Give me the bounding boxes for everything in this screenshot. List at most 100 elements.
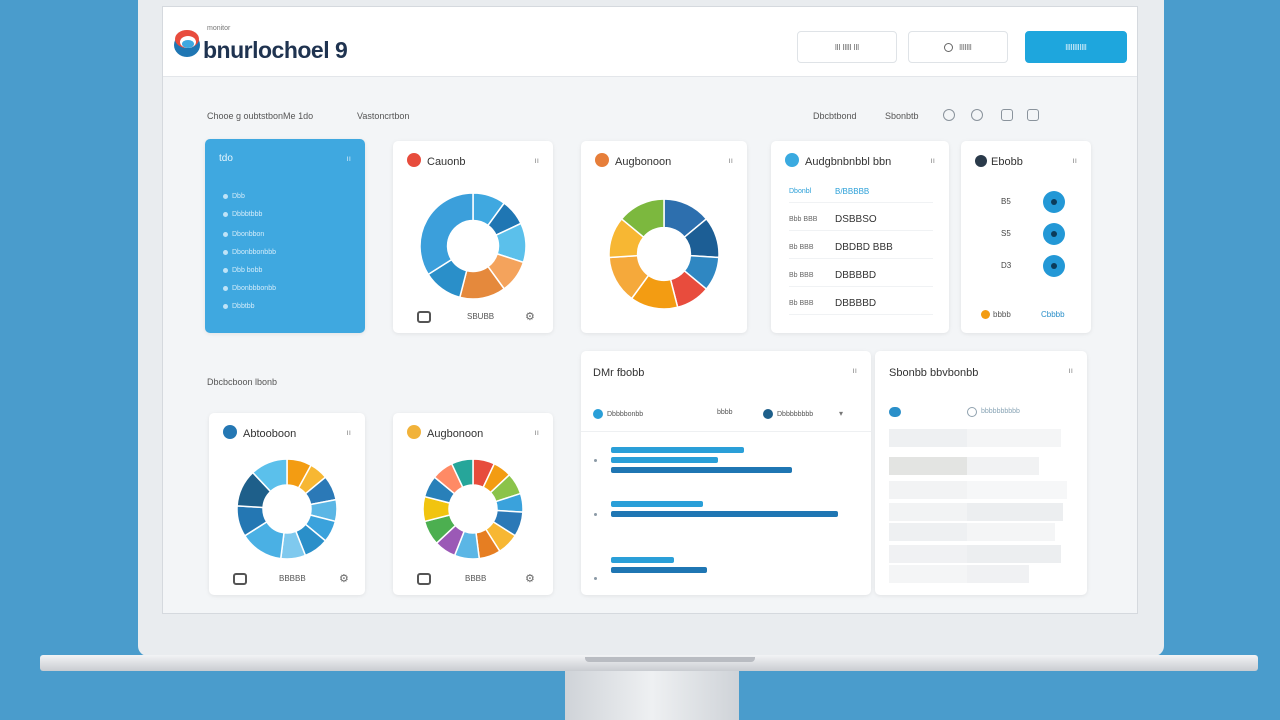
table-card[interactable]: Sbonbb bbvbonbb ıı bbbbbbbbbb [875,351,1087,595]
logo-caption: monitor [207,25,231,32]
bar-chart-divider [581,431,871,432]
legend-dropdown-icon[interactable]: ▾ [839,409,844,418]
donut-slice[interactable] [251,458,288,493]
blue-card-more-icon[interactable]: ıı [346,154,351,163]
bar[interactable] [611,447,744,453]
grid-view-icon[interactable] [1001,109,1013,121]
blue-card-title: tdo [219,153,233,164]
donut-card-1[interactable]: Cauonb ıı SBUBB ⚙ [393,141,553,333]
list-row[interactable]: Dbonbl B/BBBBB [789,181,933,203]
card-status-dot [595,153,609,167]
legend-item[interactable]: Dbbbbonbb [593,409,643,419]
list-row[interactable]: Bbb BBB DSBBSO [789,209,933,231]
bullet-icon [223,304,228,309]
legend-item[interactable]: Dbbbbbbbb [763,409,813,419]
blue-item[interactable]: Dbbtbb [223,303,255,310]
bar[interactable] [611,457,719,463]
filter-icon[interactable] [943,109,955,121]
donut-chart-4 [422,458,524,560]
number-card-more-icon[interactable]: ıı [1072,156,1077,165]
bar[interactable] [611,501,704,507]
donut-card-1-more-icon[interactable]: ıı [534,156,539,165]
table-cell [967,545,1061,563]
card-status-dot [407,153,421,167]
app-title: bnurlochoel 9 [203,37,348,63]
donut-card-2[interactable]: Augbonoon ıı [581,141,747,333]
donut-card-4[interactable]: Augbonoon ıı BBBB ⚙ [393,413,553,595]
donut-card-2-title: Augbonoon [615,156,672,168]
share-icon[interactable]: ⚙ [339,573,349,585]
list-row[interactable]: Bb BBB DBBBBD [789,265,933,287]
blue-summary-card[interactable]: tdo ıı Dbb Dbbbtbbb Dbonbbon Dbonbbonbbb… [205,139,365,333]
header-button-1-label: lll lllll lll [835,42,859,52]
number-row[interactable]: S5 [961,223,1091,247]
monitor-stand-base [40,655,1258,671]
bar[interactable] [611,557,674,563]
donut-hole [450,486,496,532]
donut-card-4-title: Augbonoon [427,428,484,440]
legend-swatch [763,409,773,419]
header-primary-button[interactable]: llllllllllll [1025,31,1127,63]
header-button-1[interactable]: lll lllll lll [797,31,897,63]
refresh-icon[interactable] [971,109,983,121]
table-header-dot-icon [967,407,977,417]
blue-item[interactable]: Dbonbbonbbb [223,249,276,256]
donut-slice[interactable] [450,458,474,489]
donut-card-4-more-icon[interactable]: ıı [534,428,539,437]
table-card-more-icon[interactable]: ıı [1068,366,1073,375]
export-icon[interactable] [417,573,431,585]
table-cell [889,457,967,475]
number-card[interactable]: Ebobb ıı B5 S5 D3 bbbb Cbbbb [961,141,1091,333]
table-toggle-icon[interactable] [889,407,901,417]
export-icon[interactable] [417,311,431,323]
number-card-footer-link[interactable]: Cbbbb [1041,310,1065,319]
app-header: monitor bnurlochoel 9 lll lllll lll llll… [163,7,1137,77]
donut-hole [264,486,310,532]
axis-tick-dot [594,459,597,462]
blue-item[interactable]: Dbb bobb [223,267,262,274]
monitor-stand-neck [565,671,739,720]
list-row[interactable]: Bb BBB DBDBD BBB [789,237,933,259]
toolbar-right-label-1[interactable]: Dbcbtbond [813,111,857,121]
toolbar-right-label-2[interactable]: Sbonbtb [885,111,919,121]
bullet-icon [223,286,228,291]
status-circle-icon [1043,191,1065,213]
table-cell [967,457,1039,475]
card-status-dot [223,425,237,439]
bar[interactable] [611,511,839,517]
donut-card-3-more-icon[interactable]: ıı [346,428,351,437]
card-status-dot [785,153,799,167]
donut-slice[interactable] [620,198,665,239]
bar[interactable] [611,467,792,473]
header-button-2[interactable]: lllllll [908,31,1008,63]
number-row[interactable]: D3 [961,255,1091,279]
donut-card-2-more-icon[interactable]: ıı [728,156,733,165]
legend-swatch [593,409,603,419]
donut-card-3[interactable]: Abtooboon ıı BBBBB ⚙ [209,413,365,595]
list-card[interactable]: Audgbnbnbbl bbn ıı Dbonbl B/BBBBB Bbb BBB… [771,141,949,333]
blue-item[interactable]: Dbbbtbbb [223,211,262,218]
legend-item[interactable]: bbbb [717,409,733,416]
bar-card-more-icon[interactable]: ıı [852,366,857,375]
card-status-dot [975,155,987,167]
blue-item[interactable]: Dbonbbbonbb [223,285,276,292]
status-circle-icon [1043,255,1065,277]
donut-hole [448,221,498,271]
share-icon[interactable]: ⚙ [525,311,535,323]
list-card-more-icon[interactable]: ıı [930,156,935,165]
donut-slice[interactable] [419,192,474,276]
export-icon[interactable] [233,573,247,585]
list-row[interactable]: Bb BBB DBBBBD [789,293,933,315]
bar[interactable] [611,567,707,573]
share-icon[interactable]: ⚙ [525,573,535,585]
header-button-2-label: lllllll [959,42,972,52]
table-cell [967,565,1029,583]
donut-chart-3 [236,458,338,560]
blue-item[interactable]: Dbb [223,193,245,200]
number-row[interactable]: B5 [961,191,1091,215]
bullet-icon [223,250,228,255]
toolbar-left-label: Chooe g oubtstbonMe 1do [207,111,314,121]
bar-chart-card[interactable]: DMr fbobb ıı Dbbbbonbb bbbb Dbbbbbbbb ▾ [581,351,871,595]
blue-item[interactable]: Dbonbbon [223,231,264,238]
list-view-icon[interactable] [1027,109,1039,121]
